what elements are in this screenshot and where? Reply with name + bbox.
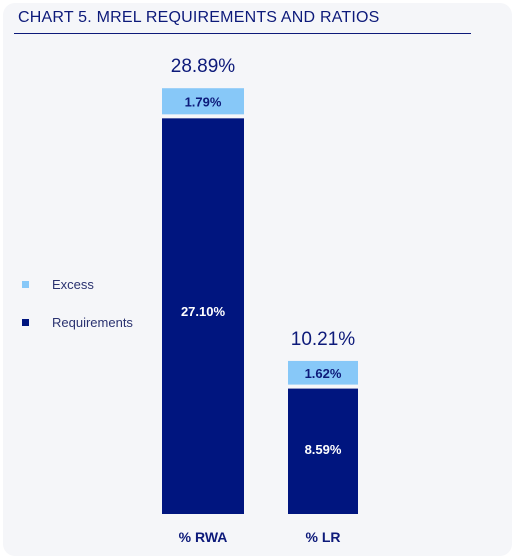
legend-swatch-excess xyxy=(22,281,29,289)
data-label-requirements-lr: 8.59% xyxy=(305,442,342,457)
legend-label-requirements: Requirements xyxy=(52,315,133,330)
data-label-excess-lr: 1.62% xyxy=(305,366,342,381)
total-label-rwa: 28.89% xyxy=(171,56,236,77)
data-label-requirements-rwa: 27.10% xyxy=(181,304,226,319)
total-label-lr: 10.21% xyxy=(291,329,356,350)
bar-requirements-lr xyxy=(288,388,358,514)
data-label-excess-rwa: 1.79% xyxy=(185,94,222,109)
bar-excess-rwa xyxy=(162,88,244,115)
x-axis-label-lr: % LR xyxy=(306,529,341,545)
bar-requirements-rwa xyxy=(162,118,244,514)
legend-swatch-requirements xyxy=(22,319,29,327)
title-divider xyxy=(14,33,471,34)
legend-item-requirements: Requirements xyxy=(22,315,133,330)
legend-item-excess: Excess xyxy=(22,277,94,292)
legend-label-excess: Excess xyxy=(52,277,94,292)
chart-panel xyxy=(3,3,512,556)
chart-title: CHART 5. MREL REQUIREMENTS AND RATIOS xyxy=(18,9,380,26)
x-axis-label-rwa: % RWA xyxy=(179,529,228,545)
bar-excess-lr xyxy=(288,360,358,385)
